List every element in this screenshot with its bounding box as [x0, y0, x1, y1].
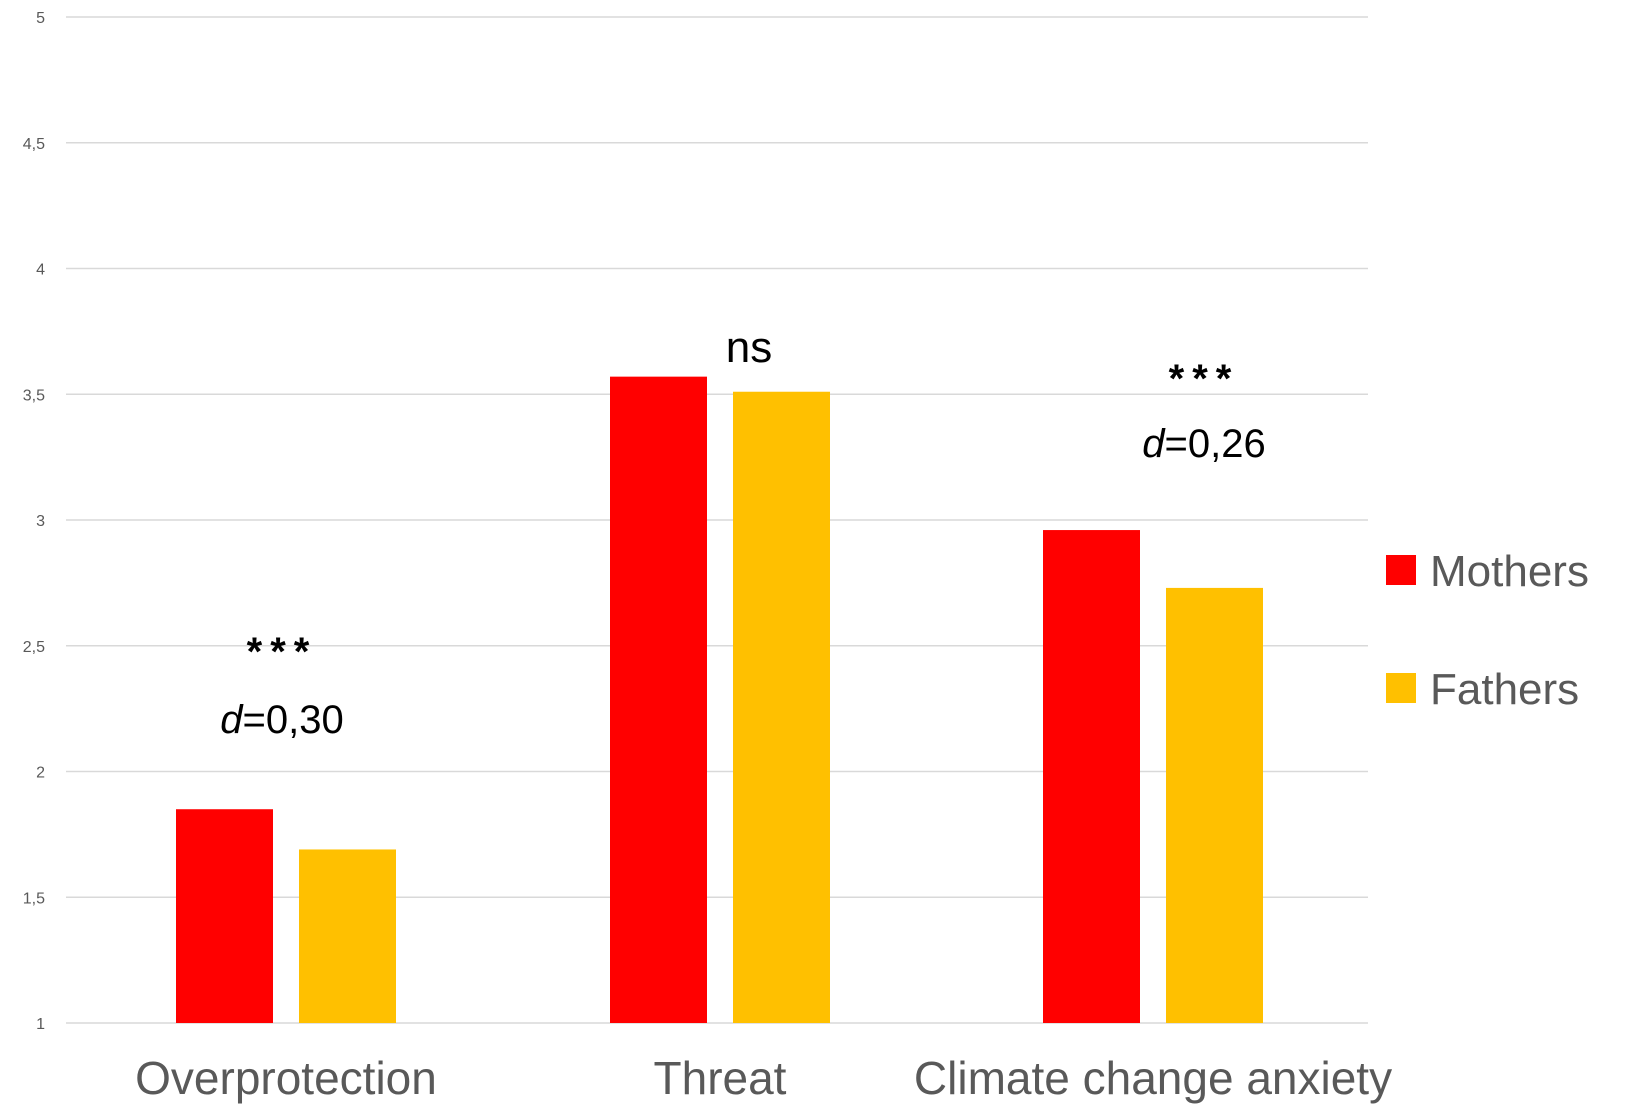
legend: Mothers Fathers [1386, 547, 1589, 714]
legend-label-mothers: Mothers [1430, 547, 1589, 596]
effect-size-label: d=0,30 [220, 698, 343, 742]
legend-swatch-fathers [1386, 673, 1416, 703]
y-tick-label: 4 [36, 262, 45, 279]
bar-fathers-threat [733, 391, 830, 1023]
x-axis-categories: Overprotection Threat Climate change anxie… [135, 1052, 1392, 1104]
y-tick-label: 1 [36, 1016, 45, 1033]
y-tick-label: 4,5 [23, 136, 45, 153]
bar-mothers-climate-change-anxiety [1043, 530, 1140, 1023]
x-category-label: Overprotection [135, 1052, 437, 1104]
bar-mothers-overprotection [176, 809, 273, 1023]
significance-marker: *** [247, 630, 318, 674]
effect-size-symbol: d [220, 698, 244, 742]
bar-fathers-overprotection [299, 849, 396, 1023]
effect-size-label: d=0,26 [1142, 422, 1265, 466]
x-category-label: Climate change anxiety [914, 1052, 1392, 1104]
y-tick-label: 1,5 [23, 890, 45, 907]
y-tick-label: 2 [36, 765, 45, 782]
effect-size-value: =0,30 [243, 698, 344, 742]
y-tick-label: 2,5 [23, 639, 45, 656]
y-tick-label: 5 [36, 10, 45, 27]
effect-size-symbol: d [1142, 422, 1166, 466]
y-tick-label: 3,5 [23, 387, 45, 404]
bar-fathers-climate-change-anxiety [1166, 587, 1263, 1023]
significance-marker: ns [726, 323, 772, 372]
bar-mothers-threat [610, 376, 707, 1023]
x-category-label: Threat [654, 1052, 787, 1104]
gridlines [66, 16, 1368, 1024]
y-axis-ticks: 1 1,5 2 2,5 3 3,5 4 4,5 5 [23, 10, 45, 1033]
y-tick-label: 3 [36, 513, 45, 530]
legend-swatch-mothers [1386, 555, 1416, 585]
bars [176, 376, 1263, 1023]
significance-marker: *** [1169, 357, 1240, 401]
effect-size-value: =0,26 [1165, 422, 1266, 466]
legend-label-fathers: Fathers [1430, 665, 1579, 714]
